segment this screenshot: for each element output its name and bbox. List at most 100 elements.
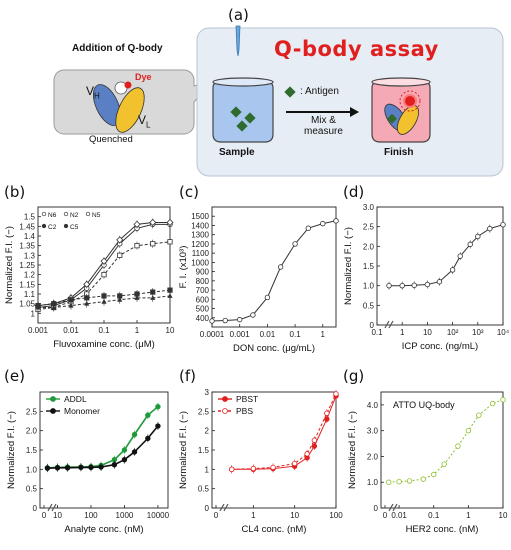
- data-point: [150, 289, 156, 295]
- x-tick-label: 0: [383, 511, 388, 520]
- data-point: [476, 412, 482, 418]
- sample-label: Sample: [219, 147, 255, 158]
- plot-frame: [376, 206, 504, 326]
- y-tick-label: 1.05: [19, 300, 35, 309]
- data-point: [411, 282, 417, 288]
- legend-label: C5: [70, 224, 79, 231]
- y-tick-label: 2.5: [198, 407, 210, 416]
- data-point: [84, 300, 90, 306]
- data-point: [98, 464, 104, 470]
- data-point: [222, 317, 228, 324]
- quenched-label: Quenched: [89, 134, 133, 145]
- data-point: [449, 267, 456, 273]
- finish-label: Finish: [384, 147, 414, 158]
- panel-label-c: (c): [179, 183, 199, 201]
- legend-marker: [41, 223, 47, 229]
- y-tick-label: 0.5: [26, 485, 38, 494]
- data-point: [101, 272, 107, 278]
- series-line: [231, 395, 337, 470]
- x-axis-label: ICP conc. (ng/mL): [402, 341, 478, 352]
- data-point: [150, 241, 156, 247]
- y-tick-label: 2.5: [26, 407, 38, 416]
- plot-frame: [211, 206, 337, 328]
- legend-label: PBS: [236, 406, 253, 416]
- data-point: [236, 316, 243, 323]
- axis-break-icon: [219, 503, 229, 512]
- y-tick-label: 900: [196, 268, 210, 277]
- data-point: [131, 431, 138, 438]
- data-point: [78, 464, 84, 471]
- series-line: [389, 224, 504, 287]
- y-tick-label: 0: [33, 504, 38, 513]
- y-tick-label: 2.5: [363, 223, 375, 232]
- chart-b: 0.001 0.01 0.1 1 1011.051.11.151.21.251.31.3…: [4, 206, 175, 350]
- x-tick-label: 100: [84, 511, 98, 520]
- data-point: [83, 280, 91, 288]
- series-line: [231, 393, 337, 470]
- x-tick-label: 1000: [116, 511, 134, 520]
- series-line: [388, 399, 504, 483]
- data-point: [250, 465, 257, 472]
- x-tick-label: 0.01: [260, 330, 276, 339]
- data-point: [441, 461, 447, 467]
- y-axis-label: F. I. (x10³): [178, 246, 189, 289]
- x-tick-label: 0.1: [371, 328, 383, 337]
- x-tick-label: 0.1: [290, 330, 302, 339]
- data-point: [399, 282, 405, 289]
- y-tick-label: 1.2: [24, 271, 36, 280]
- x-axis-label: Fluvoxamine conc. (μM): [53, 339, 155, 350]
- x-tick-label: 10: [499, 511, 508, 520]
- x-tick-label: 10³: [472, 328, 484, 337]
- data-point: [121, 456, 128, 463]
- data-point: [68, 302, 74, 308]
- x-tick-label: 0: [42, 511, 47, 520]
- data-point: [431, 471, 437, 478]
- legend-label: Monomer: [64, 406, 100, 416]
- x-tick-label: 1: [251, 511, 256, 520]
- data-point: [100, 257, 108, 265]
- x-tick-label: 1: [321, 330, 326, 339]
- data-point: [304, 451, 310, 457]
- plot-frame: [39, 391, 169, 509]
- y-tick-label: 1: [31, 309, 36, 318]
- antigen-label: : Antigen: [300, 86, 339, 97]
- data-point: [150, 295, 156, 300]
- x-tick-label: 1: [135, 326, 140, 335]
- data-point: [155, 403, 161, 410]
- data-point: [111, 461, 118, 468]
- y-axis-label: Normalized F.I. (−): [4, 226, 15, 304]
- y-tick-label: 500: [196, 305, 210, 314]
- data-point: [84, 295, 90, 301]
- legend-marker: [63, 223, 69, 229]
- data-point: [270, 464, 276, 471]
- chart-f: 0 1 10 100 0 0.5 1 1.5 2 2.5 3 CL4 conc. (nM) Normal…: [178, 388, 343, 535]
- y-tick-label: 1000: [191, 258, 209, 267]
- data-point: [149, 218, 157, 227]
- data-point: [467, 241, 473, 248]
- data-point: [250, 312, 256, 318]
- data-point: [311, 437, 318, 444]
- data-point: [320, 220, 326, 227]
- axis-break-icon: [384, 320, 394, 329]
- data-point: [145, 435, 151, 442]
- x-tick-label: 100: [329, 511, 343, 520]
- data-point: [489, 400, 496, 407]
- legend-marker: [85, 211, 91, 217]
- y-tick-label: 1500: [191, 212, 209, 221]
- x-tick-label: 10²: [447, 328, 459, 337]
- data-point: [35, 303, 41, 309]
- y-tick-label: 0.5: [363, 301, 375, 310]
- x-tick-label: 10: [53, 511, 62, 520]
- y-tick-label: 800: [196, 277, 210, 286]
- data-point: [166, 218, 174, 227]
- data-point: [134, 243, 140, 249]
- panel-label-d: (d): [343, 183, 365, 201]
- data-point: [386, 282, 392, 289]
- y-tick-label: 1.45: [19, 222, 35, 231]
- data-point: [436, 279, 443, 285]
- data-point: [324, 416, 330, 422]
- data-point: [406, 478, 413, 484]
- plot-frame: [380, 391, 504, 509]
- y-tick-label: 1.5: [198, 446, 210, 455]
